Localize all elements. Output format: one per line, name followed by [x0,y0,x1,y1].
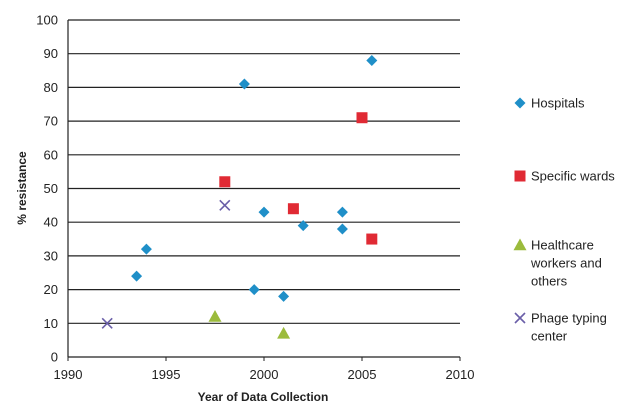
legend-marker-hospitals [514,97,526,109]
legend-marker-phage-typing-center [514,312,526,324]
data-points [101,54,378,339]
y-tick-labels: 0 10 20 30 40 50 60 70 80 90 100 [36,13,58,365]
point-hospitals-4 [258,206,270,218]
point-hospitals-0 [131,270,143,282]
point-hospitals-1 [140,243,152,255]
gridlines [68,19,460,324]
point-hospitals-6 [297,220,309,232]
legend: Hospitals Specific wards Healthcare workers… [513,96,615,344]
point-healthcare-workers-and-others-0 [208,310,222,322]
legend-label-specific-wards: Specific wards [531,169,615,184]
y-tick-label-30: 30 [44,248,58,263]
legend-label-healthcare-workers-and-others: Healthcare [531,238,594,253]
point-hospitals-9 [366,54,378,66]
point-hospitals-3 [248,284,260,296]
y-tick-label-60: 60 [44,147,58,162]
legend-label-hospitals: Hospitals [531,96,585,111]
legend-label-phage-typing-center: center [531,329,568,344]
legend-label-phage-typing-center: Phage typing [531,311,607,326]
axes [67,20,461,361]
y-axis-title: % resistance [15,151,29,225]
x-tick-label-1990: 1990 [54,367,83,382]
y-tick-label-0: 0 [51,350,58,365]
x-tick-labels: 1990 1995 2000 2005 2010 [54,367,475,382]
x-tick-label-2010: 2010 [446,367,475,382]
y-tick-label-80: 80 [44,80,58,95]
y-tick-label-50: 50 [44,181,58,196]
point-hospitals-2 [238,78,250,90]
y-tick-label-40: 40 [44,215,58,230]
legend-marker-healthcare-workers-and-others [513,238,527,251]
y-tick-label-90: 90 [44,46,58,61]
point-hospitals-8 [336,223,348,235]
point-phage-typing-center-0 [101,317,113,329]
legend-label-healthcare-workers-and-others: workers and [530,256,602,271]
y-tick-label-70: 70 [44,114,58,129]
y-tick-label-10: 10 [44,316,58,331]
point-healthcare-workers-and-others-1 [277,326,291,339]
y-tick-label-20: 20 [44,282,58,297]
x-tick-label-2000: 2000 [250,367,279,382]
legend-marker-specific-wards [514,170,526,182]
point-hospitals-5 [278,290,290,302]
x-tick-label-2005: 2005 [348,367,377,382]
point-hospitals-7 [336,206,348,218]
y-tick-label-100: 100 [36,13,58,28]
x-axis-title: Year of Data Collection [198,390,329,404]
x-tick-label-1995: 1995 [152,367,181,382]
legend-label-healthcare-workers-and-others: others [531,274,568,289]
point-specific-wards-3 [366,233,378,245]
point-specific-wards-1 [287,203,299,215]
point-phage-typing-center-1 [219,199,231,211]
point-specific-wards-0 [219,176,231,188]
point-specific-wards-2 [356,112,368,124]
